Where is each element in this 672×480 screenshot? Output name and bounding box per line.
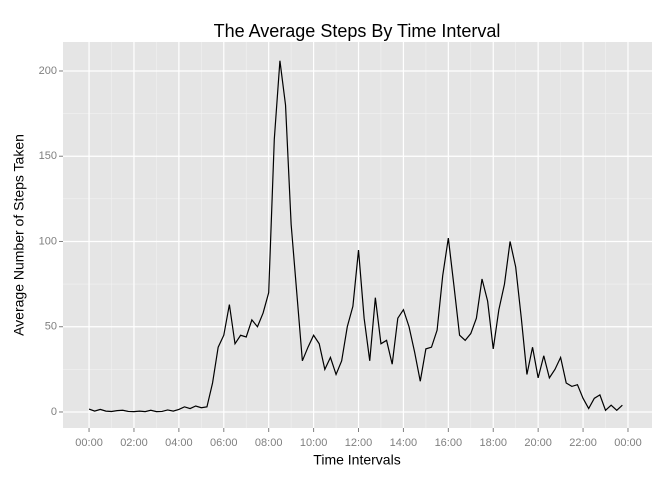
x-axis-label: Time Intervals xyxy=(313,452,400,468)
x-tick-label: 20:00 xyxy=(524,437,552,449)
x-tick-label: 06:00 xyxy=(210,437,238,449)
x-tick-label: 08:00 xyxy=(255,437,283,449)
x-tick-label: 22:00 xyxy=(569,437,597,449)
x-tick-label: 02:00 xyxy=(120,437,148,449)
y-tick-label: 0 xyxy=(51,406,57,418)
x-tick-label: 04:00 xyxy=(165,437,193,449)
x-tick-label: 00:00 xyxy=(75,437,103,449)
x-tick-label: 14:00 xyxy=(390,437,418,449)
x-tick-label: 10:00 xyxy=(300,437,328,449)
x-tick-label: 12:00 xyxy=(345,437,373,449)
y-tick-label: 100 xyxy=(39,235,57,247)
x-tick-label: 00:00 xyxy=(614,437,642,449)
chart-title: The Average Steps By Time Interval xyxy=(214,21,501,41)
data-line xyxy=(88,60,623,413)
y-tick-label: 150 xyxy=(39,150,57,162)
plot-panel xyxy=(63,42,652,428)
y-axis-label: Average Number of Steps Taken xyxy=(11,134,27,336)
x-tick-label: 16:00 xyxy=(435,437,463,449)
x-tick-label: 18:00 xyxy=(479,437,507,449)
y-tick-label: 200 xyxy=(39,65,57,77)
y-tick-label: 50 xyxy=(45,321,57,333)
